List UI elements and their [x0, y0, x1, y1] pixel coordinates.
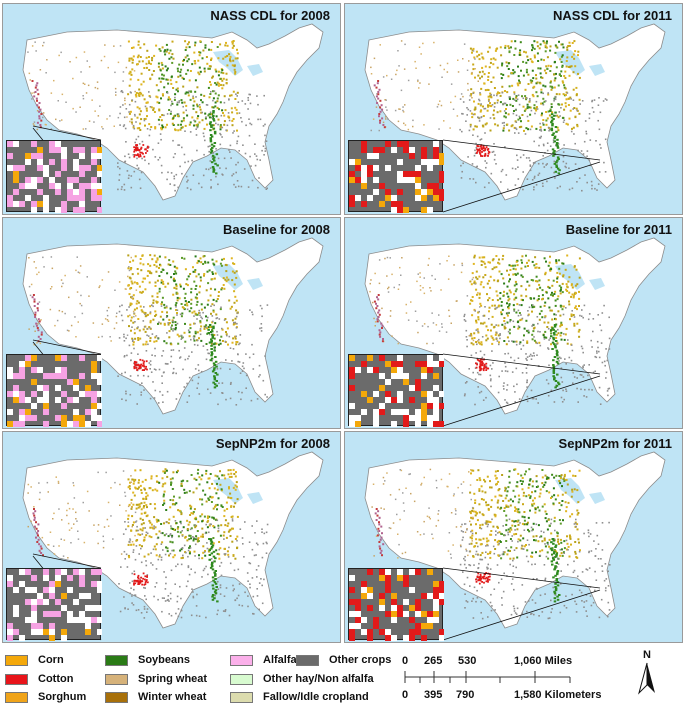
corn-swatch	[5, 654, 28, 666]
panel-title: SepNP2m for 2011	[558, 436, 672, 451]
fallow-swatch	[230, 691, 253, 703]
panel-title: NASS CDL for 2008	[210, 8, 330, 23]
crop-map	[364, 451, 666, 641]
other-hay-swatch	[230, 673, 253, 685]
map-panel-nass-2008: NASS CDL for 2008	[2, 3, 341, 215]
scale-miles-530: 530	[458, 655, 477, 667]
zoom-inset	[6, 568, 102, 641]
scale-km-1580: 1,580 Kilometers	[514, 689, 602, 701]
map-panel-sepnp2m-2011: SepNP2m for 2011	[344, 431, 683, 643]
legend-item-soybeans: Soybeans	[105, 653, 190, 667]
zoom-inset	[348, 568, 444, 641]
legend-item-spring-wheat: Spring wheat	[105, 672, 207, 686]
legend-item-alfalfa: Alfalfa	[230, 653, 297, 667]
spring-wheat-swatch	[105, 673, 128, 685]
panel-title: SepNP2m for 2008	[215, 436, 330, 451]
map-panel-baseline-2008: Baseline for 2008	[2, 217, 341, 429]
legend-item-sorghum: Sorghum	[5, 690, 86, 704]
legend-item-fallow: Fallow/Idle cropland	[230, 690, 369, 704]
us-landmass	[22, 23, 324, 201]
cotton-swatch	[5, 673, 28, 685]
map-panel-sepnp2m-2008: SepNP2m for 2008	[2, 431, 341, 643]
zoom-inset	[6, 140, 102, 213]
crop-map	[22, 451, 324, 641]
winter-wheat-swatch	[105, 691, 128, 703]
zoom-inset	[348, 354, 444, 427]
other-crops-swatch	[296, 654, 319, 666]
zoom-inset	[6, 354, 102, 427]
scale-bar-lines	[404, 671, 571, 683]
map-panel-nass-2011: NASS CDL for 2011	[344, 3, 683, 215]
crop-map	[22, 23, 324, 213]
legend-item-other-crops: Other crops	[296, 653, 391, 667]
crop-map	[364, 23, 666, 213]
panel-title: NASS CDL for 2011	[553, 8, 672, 23]
map-legend: Corn Cotton Sorghum Soybeans Spring whea…	[0, 647, 685, 704]
soybeans-swatch	[105, 654, 128, 666]
panel-title: Baseline for 2008	[223, 222, 330, 237]
alfalfa-swatch	[230, 654, 253, 666]
scale-km-395: 395	[424, 689, 443, 701]
great-lakes	[213, 478, 263, 504]
us-landmass	[364, 451, 666, 629]
legend-item-other-hay: Other hay/Non alfalfa	[230, 672, 374, 686]
panel-title: Baseline for 2011	[565, 222, 672, 237]
map-panel-baseline-2011: Baseline for 2011	[344, 217, 683, 429]
sorghum-swatch	[5, 691, 28, 703]
scale-miles-265: 265	[424, 655, 443, 667]
crop-map	[22, 237, 324, 427]
scale-km-0: 0	[402, 689, 409, 701]
legend-item-cotton: Cotton	[5, 672, 73, 686]
crop-map	[364, 237, 666, 427]
north-arrow-icon: N	[638, 649, 656, 700]
zoom-inset	[348, 140, 444, 213]
scale-miles-0: 0	[402, 655, 409, 667]
legend-item-winter-wheat: Winter wheat	[105, 690, 206, 704]
scale-miles-1060: 1,060 Miles	[514, 655, 573, 667]
legend-item-corn: Corn	[5, 653, 64, 667]
scale-km-790: 790	[456, 689, 475, 701]
